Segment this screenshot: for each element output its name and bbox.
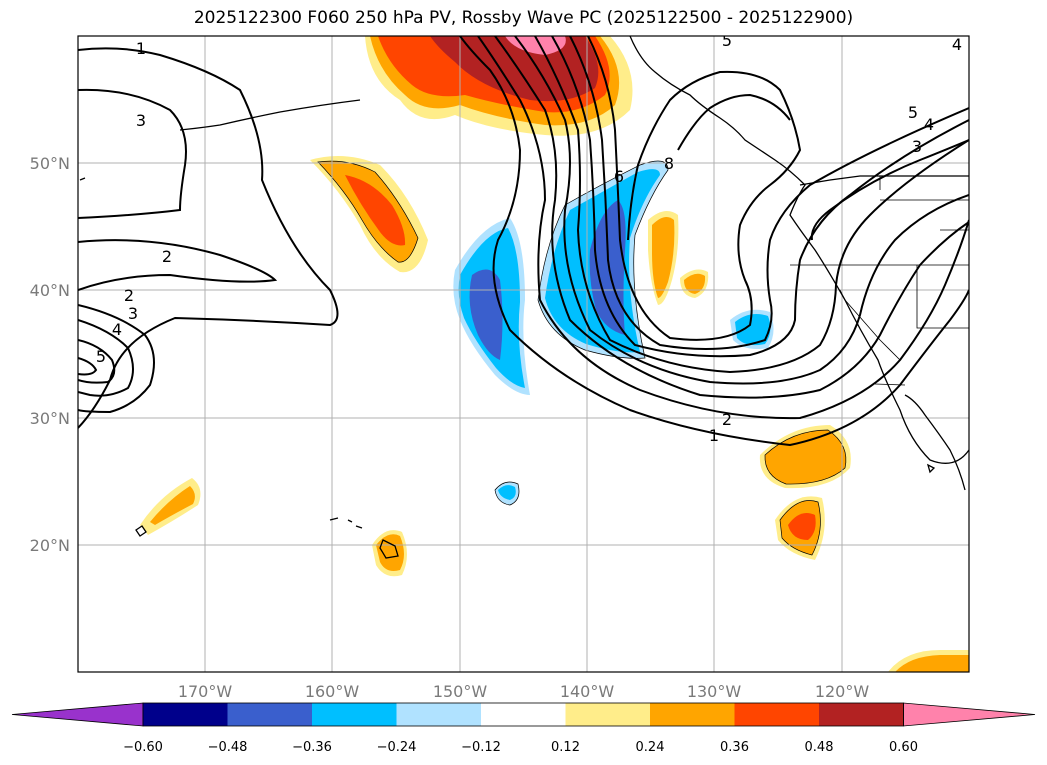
colorbar-tick-label: −0.12: [461, 740, 501, 755]
map-frame: [77, 35, 970, 673]
colorbar-segment: [396, 703, 482, 726]
contour-label: 1: [136, 39, 146, 58]
colorbar-extend-high: [903, 702, 1036, 727]
colorbar-tick-label: 0.24: [636, 740, 665, 755]
contour-label: 2: [722, 410, 732, 429]
map-area: 1 3 2 2 3 4 5 6 8 5 4 3 2 1 5 4: [78, 31, 969, 672]
political-borders: [790, 176, 969, 386]
contour-label: 3: [128, 304, 138, 323]
contour-label: 1: [709, 426, 719, 445]
pv-contour-lines: [78, 36, 969, 447]
lon-tick-label: 170°W: [178, 682, 233, 701]
colorbar: −0.60 −0.48 −0.36 −0.24 −0.12 0.12 0.24 0.36 0.4…: [11, 702, 1036, 755]
longitude-labels: 170°W 160°W 150°W 140°W 130°W 120°W: [178, 682, 870, 701]
lon-tick-label: 130°W: [687, 682, 742, 701]
contour-label: 2: [162, 247, 172, 266]
colorbar-tick-label: 0.60: [889, 740, 918, 755]
lon-tick-label: 150°W: [433, 682, 488, 701]
contour-labels: 1 3 2 2 3 4 5 6 8 5 4 3 2 1 5 4: [96, 31, 962, 445]
lon-tick-label: 120°W: [815, 682, 870, 701]
lat-tick-label: 50°N: [30, 154, 70, 173]
contour-label: 8: [664, 154, 674, 173]
colorbar-tick-label: −0.24: [377, 740, 417, 755]
colorbar-segment: [650, 703, 735, 726]
contour-label: 5: [908, 103, 918, 122]
colorbar-segment: [227, 703, 313, 726]
figure-title: 2025122300 F060 250 hPa PV, Rossby Wave …: [193, 8, 854, 28]
colorbar-frame: [142, 702, 904, 727]
contour-label: 2: [124, 286, 134, 305]
colorbar-segments: [11, 702, 1036, 727]
colorbar-tick-label: 0.48: [805, 740, 834, 755]
contour-label: 5: [722, 31, 732, 50]
lat-tick-label: 30°N: [30, 409, 70, 428]
contour-label: 3: [136, 111, 146, 130]
colorbar-tick-label: −0.60: [123, 740, 163, 755]
contour-label: 4: [112, 320, 122, 339]
lat-tick-label: 40°N: [30, 281, 70, 300]
colorbar-tick-label: −0.48: [208, 740, 248, 755]
contour-label: 5: [96, 347, 106, 366]
colorbar-tick-label: 0.12: [551, 740, 580, 755]
colorbar-segment: [565, 703, 651, 726]
colorbar-segment: [819, 703, 904, 726]
colorbar-extend-low: [11, 702, 144, 727]
pv-anomaly-shading: [140, 36, 969, 672]
colorbar-segment: [143, 703, 228, 726]
colorbar-segment: [734, 703, 820, 726]
colorbar-ticks: −0.60 −0.48 −0.36 −0.24 −0.12 0.12 0.24 0.36 0.4…: [123, 740, 918, 755]
colorbar-segment: [312, 703, 397, 726]
lat-tick-label: 20°N: [30, 536, 70, 555]
lon-tick-label: 160°W: [305, 682, 360, 701]
colorbar-tick-label: −0.36: [292, 740, 332, 755]
contour-label: 3: [912, 137, 922, 156]
colorbar-tick-label: 0.36: [720, 740, 749, 755]
contour-label: 4: [952, 35, 962, 54]
contour-label: 4: [924, 115, 934, 134]
latitude-labels: 50°N 40°N 30°N 20°N: [30, 154, 70, 555]
graticule: [78, 36, 969, 672]
contour-label: 6: [614, 167, 624, 186]
colorbar-segment: [481, 703, 566, 726]
lon-tick-label: 140°W: [560, 682, 615, 701]
pv-thin-contours: [317, 160, 847, 556]
